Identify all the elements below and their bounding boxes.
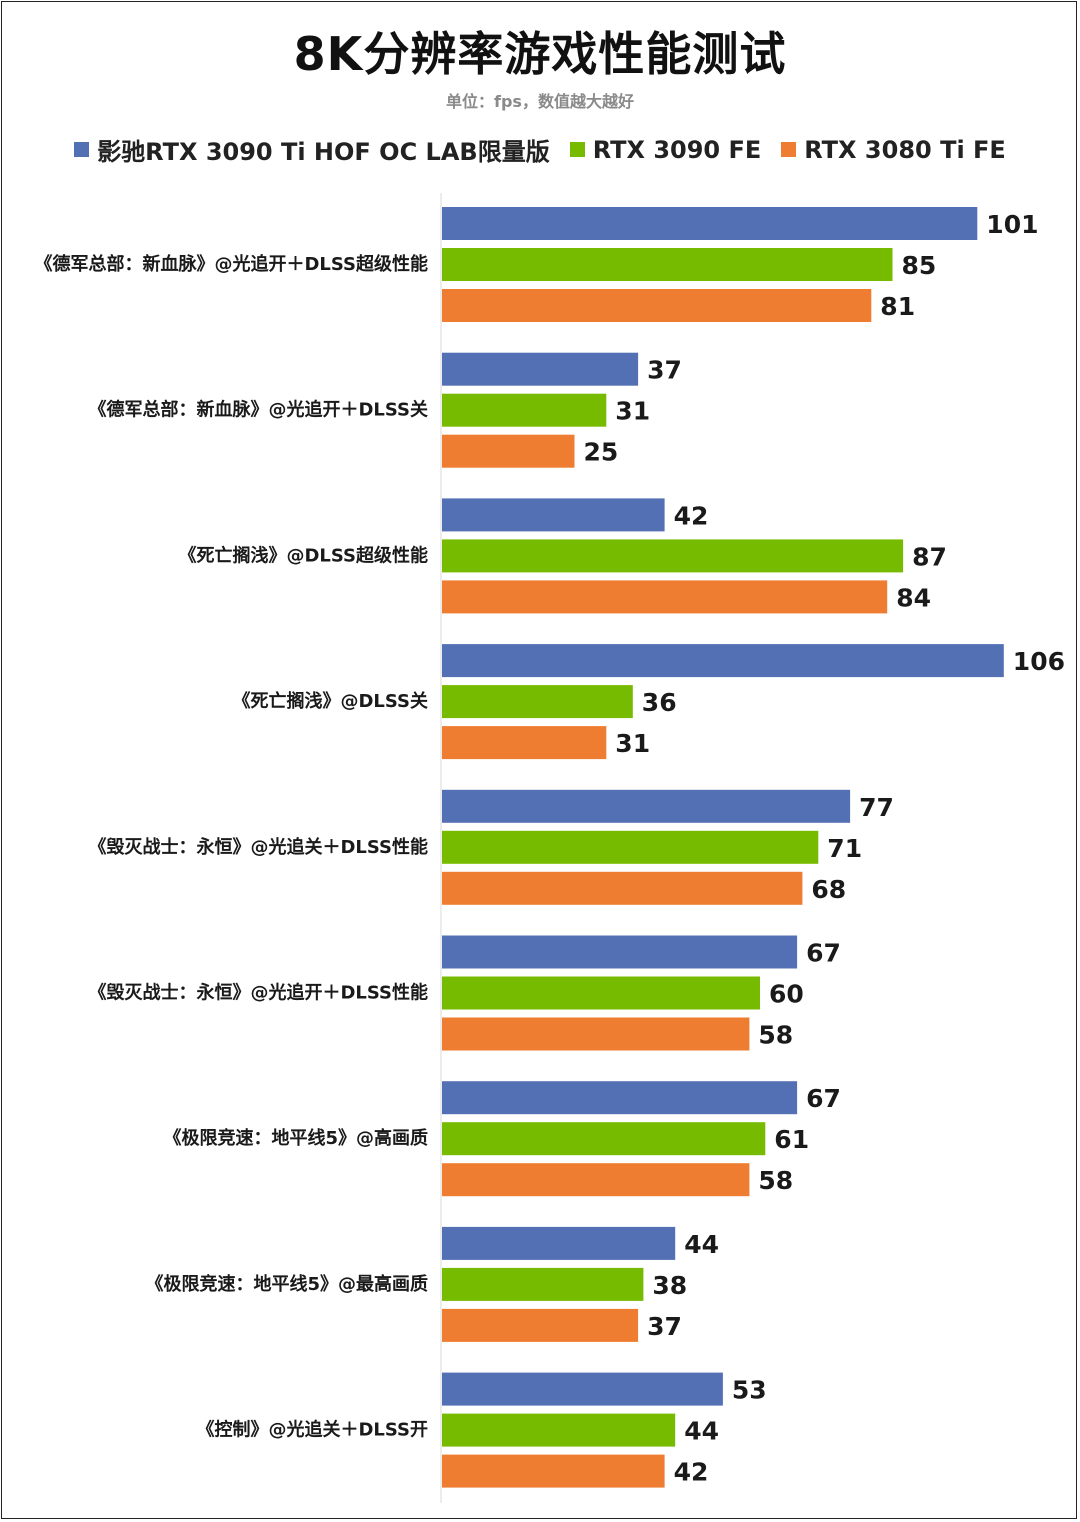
bar-hof (442, 644, 1004, 678)
bar-3090 (442, 539, 904, 573)
category-label: 《极限竞速：地平线5》@最高画质 (145, 1273, 428, 1295)
value-label: 37 (647, 1312, 682, 1341)
legend-swatch-3090 (569, 142, 585, 157)
value-label: 25 (584, 438, 619, 467)
value-label: 85 (902, 251, 937, 280)
value-label: 71 (827, 834, 862, 863)
value-label: 61 (774, 1125, 809, 1154)
bar-3090 (442, 248, 893, 281)
value-label: 44 (684, 1417, 719, 1446)
legend-label-3080ti: RTX 3080 Ti FE (804, 135, 1006, 164)
value-label: 58 (758, 1021, 793, 1050)
value-label: 77 (859, 793, 894, 822)
bar-3090 (442, 1267, 644, 1301)
bar-3090 (442, 976, 760, 1010)
legend-swatch-3080ti (781, 142, 797, 157)
bar-hof (442, 352, 639, 386)
chart-legend: 影驰RTX 3090 Ti HOF OC LAB限量版 RTX 3090 FE … (0, 132, 1080, 167)
category-label: 《控制》@光追关＋DLSS开 (196, 1419, 428, 1441)
legend-item-hof: 影驰RTX 3090 Ti HOF OC LAB限量版 (74, 132, 550, 167)
chart-subtitle: 单位：fps，数值越大越好 (446, 92, 634, 111)
bar-hof (442, 1226, 676, 1260)
legend-label-hof: 影驰RTX 3090 Ti HOF OC LAB限量版 (97, 138, 550, 166)
category-label: 《德军总部：新血脉》@光追开＋DLSS关 (88, 399, 428, 421)
value-label: 42 (674, 501, 709, 530)
bar-3080ti (442, 1017, 750, 1051)
category-label: 《极限竞速：地平线5》@高画质 (163, 1127, 428, 1149)
bar-hof (442, 207, 978, 240)
bar-3090 (442, 1122, 766, 1156)
category-label: 《德军总部：新血脉》@光追开＋DLSS超级性能 (34, 253, 428, 275)
bar-3080ti (442, 1308, 639, 1342)
value-label: 36 (642, 688, 677, 717)
bar-3080ti (442, 434, 575, 468)
value-label: 44 (684, 1230, 719, 1259)
bar-3080ti (442, 580, 888, 614)
bar-hof (442, 1081, 798, 1115)
category-label: 《死亡搁浅》@DLSS超级性能 (178, 544, 428, 566)
value-label: 87 (912, 542, 947, 571)
chart-title: 8K分辨率游戏性能测试 (293, 27, 787, 81)
value-label: 31 (615, 397, 650, 426)
bar-3090 (442, 830, 819, 864)
value-label: 106 (1013, 647, 1065, 676)
bar-3090 (442, 685, 633, 719)
bar-3080ti (442, 1163, 750, 1197)
bar-hof (442, 1372, 723, 1406)
category-label: 《死亡搁浅》@DLSS关 (232, 690, 428, 712)
bar-hof (442, 498, 665, 532)
value-label: 101 (986, 210, 1038, 239)
legend-swatch-hof (74, 142, 90, 157)
value-label: 68 (811, 875, 846, 904)
bar-3080ti (442, 726, 607, 760)
legend-item-3090: RTX 3090 FE (569, 135, 762, 164)
value-label: 42 (674, 1458, 709, 1487)
value-label: 60 (769, 980, 804, 1009)
bar-hof (442, 935, 798, 969)
legend-item-3080ti: RTX 3080 Ti FE (781, 136, 1006, 164)
value-label: 38 (652, 1271, 687, 1300)
value-label: 67 (806, 939, 841, 968)
value-label: 67 (806, 1084, 841, 1113)
bar-3090 (442, 1413, 676, 1447)
value-label: 37 (647, 356, 682, 385)
value-label: 31 (615, 729, 650, 758)
value-label: 53 (732, 1376, 767, 1405)
legend-label-3090: RTX 3090 FE (592, 135, 762, 164)
bar-3080ti (442, 289, 872, 322)
category-label: 《毁灭战士：永恒》@光追开＋DLSS性能 (88, 982, 428, 1004)
value-label: 84 (896, 583, 931, 612)
bar-hof (442, 789, 851, 823)
bar-3080ti (442, 871, 803, 905)
value-label: 58 (758, 1166, 793, 1195)
value-label: 81 (880, 292, 915, 321)
bar-3090 (442, 393, 607, 427)
category-label: 《毁灭战士：永恒》@光追关＋DLSS性能 (88, 836, 428, 858)
bar-3080ti (442, 1454, 665, 1488)
